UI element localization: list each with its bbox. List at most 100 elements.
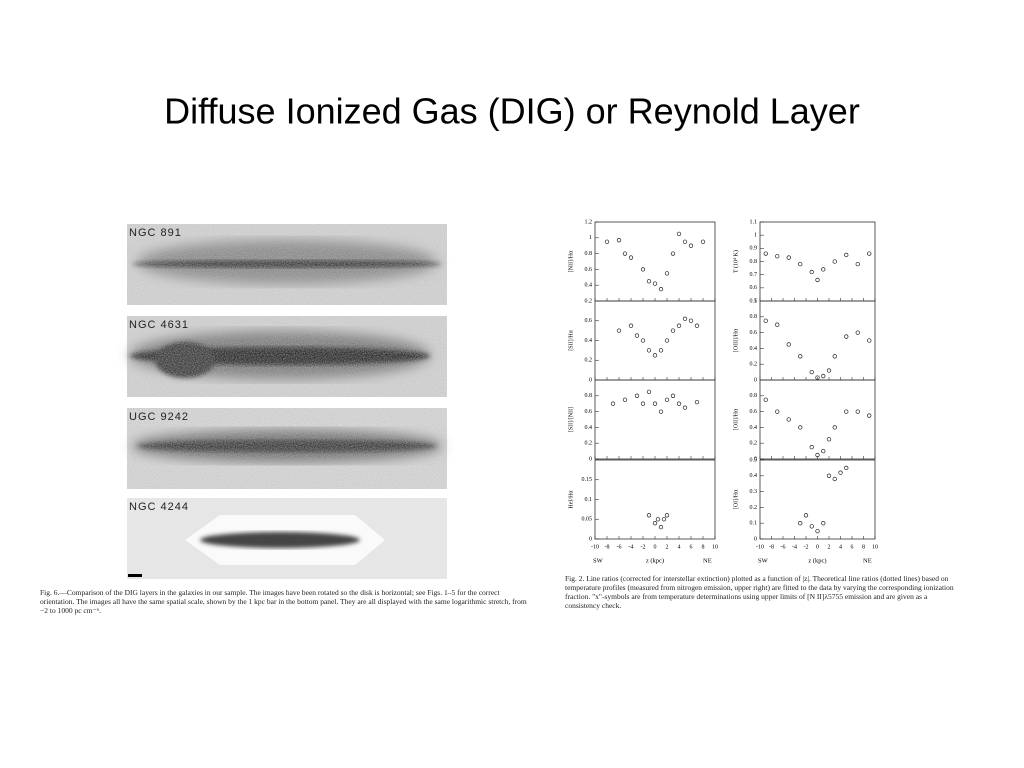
y-tick-label: 0.1: [585, 497, 593, 503]
x-end-label: NE: [863, 557, 872, 564]
data-point: [652, 521, 658, 526]
x-tick-label: -6: [617, 544, 622, 550]
data-point: [855, 330, 860, 335]
galaxy-label: NGC 4631: [129, 319, 189, 331]
data-point: [821, 448, 826, 454]
right-caption: Fig. 2. Line ratios (corrected for inter…: [565, 574, 954, 610]
y-tick-label: 0: [754, 536, 757, 542]
data-point: [763, 251, 768, 256]
data-point: [826, 473, 832, 478]
data-point: [658, 287, 664, 292]
data-point: [844, 409, 849, 414]
y-tick-label: 0: [754, 456, 757, 462]
data-point: [676, 401, 682, 406]
x-tick-label: 10: [712, 544, 718, 550]
x-tick-label: 4: [839, 544, 842, 550]
data-point: [622, 251, 628, 256]
data-point: [786, 417, 791, 422]
data-point: [646, 513, 652, 518]
galaxy-panel: [127, 224, 447, 305]
data-point: [604, 239, 610, 244]
data-point: [634, 393, 640, 398]
x-tick-label: -2: [804, 544, 809, 550]
x-end-label: SW: [758, 557, 769, 564]
y-tick-label: 0.4: [750, 346, 758, 352]
x-tick-label: 8: [862, 544, 865, 550]
left-caption: Fig. 6.—Comparison of the DIG layers in …: [40, 588, 527, 615]
data-point: [815, 452, 820, 458]
data-point: [646, 348, 652, 353]
y-tick-label: 0.6: [750, 330, 758, 336]
x-tick-label: 2: [828, 544, 831, 550]
data-point: [658, 348, 664, 353]
data-point: [775, 254, 780, 259]
data-point: [838, 470, 843, 475]
data-point: [786, 342, 791, 347]
y-tick-label: 0.6: [585, 267, 593, 273]
x-axis-label: z (kpc): [646, 557, 664, 564]
data-point: [826, 368, 832, 373]
data-point: [694, 323, 700, 328]
y-tick-label: 0.05: [582, 517, 593, 523]
data-point: [670, 328, 676, 333]
data-point: [855, 261, 860, 267]
data-point: [688, 243, 694, 248]
plot-frame: [759, 459, 876, 540]
x-tick-label: -6: [781, 544, 786, 550]
y-tick-label: 0.4: [750, 473, 758, 479]
plot-frame: [594, 459, 716, 540]
data-point: [670, 251, 676, 256]
data-point: [798, 425, 803, 430]
data-point: [616, 328, 622, 333]
data-point: [622, 397, 628, 402]
y-tick-label: 0.6: [585, 409, 593, 415]
data-point: [610, 401, 616, 406]
data-point: [775, 322, 780, 327]
data-point: [634, 333, 640, 338]
data-point: [640, 401, 646, 406]
galaxy-images: [127, 224, 447, 579]
data-point: [809, 369, 814, 375]
data-point: [798, 354, 803, 359]
data-point: [803, 513, 809, 518]
x-tick-label: -4: [792, 544, 797, 550]
y-tick-label: 0.6: [585, 318, 593, 324]
data-point: [682, 239, 688, 244]
data-point: [815, 528, 820, 534]
data-point: [798, 521, 803, 526]
galaxy-label: UGC 9242: [129, 411, 189, 423]
x-tick-label: 2: [666, 544, 669, 550]
galaxy-label: NGC 4244: [129, 501, 189, 513]
y-tick-label: 0.2: [585, 441, 593, 447]
y-tick-label: 0.9: [750, 246, 758, 252]
data-point: [661, 517, 667, 522]
data-point: [775, 409, 780, 414]
data-point: [664, 338, 670, 343]
data-point: [652, 353, 658, 358]
data-point: [682, 405, 688, 410]
data-point: [815, 375, 820, 380]
data-point: [664, 513, 670, 518]
data-point: [655, 517, 661, 522]
data-point: [658, 409, 664, 414]
x-tick-label: 6: [851, 544, 854, 550]
data-point: [844, 465, 849, 471]
data-point: [815, 277, 820, 283]
data-point: [676, 323, 682, 328]
y-axis-label: [OI]/Hα: [733, 489, 739, 509]
data-point: [826, 437, 832, 442]
y-tick-label: 0: [589, 456, 592, 462]
galaxy-panel: [127, 316, 447, 397]
y-axis-label: [OIII]/Hα: [733, 328, 739, 352]
x-tick-label: -8: [605, 544, 610, 550]
data-point: [658, 525, 664, 530]
data-point: [855, 409, 860, 414]
y-tick-label: 0.8: [750, 259, 758, 265]
data-point: [682, 316, 688, 321]
data-point: [844, 252, 849, 258]
plot-frame: [759, 300, 876, 381]
data-point: [640, 338, 646, 343]
data-point: [628, 255, 634, 260]
